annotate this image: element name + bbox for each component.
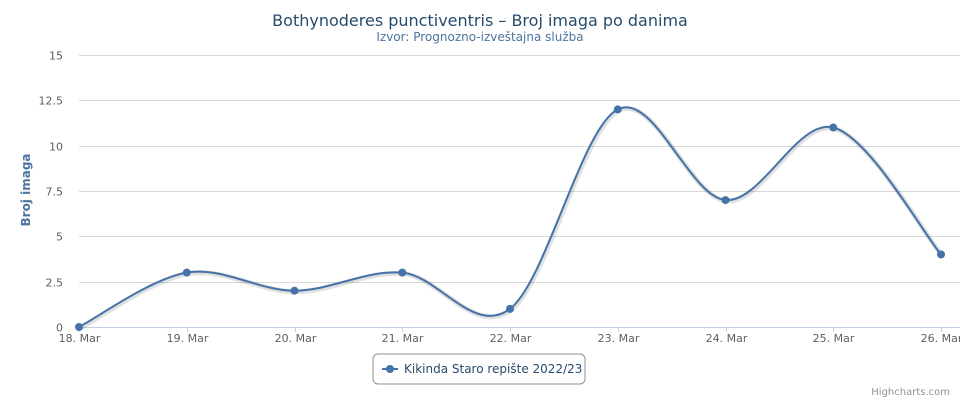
y-axis-ticks: 0 2.5 5 7.5 10 12.5 15 [39, 50, 64, 335]
data-point[interactable] [290, 286, 299, 295]
legend-series-label[interactable]: Kikinda Staro repište 2022/23 [404, 362, 582, 376]
y-tick-label: 15 [49, 50, 63, 63]
data-point[interactable] [506, 304, 514, 313]
data-point[interactable] [613, 105, 622, 114]
x-tick-label: 24. Mar [706, 332, 748, 345]
y-axis-title: Broj imaga [19, 153, 33, 226]
legend[interactable]: Kikinda Staro repište 2022/23 [372, 353, 586, 385]
data-point[interactable] [398, 268, 407, 277]
x-tick-label: 18. Mar [59, 332, 101, 345]
data-point[interactable] [75, 323, 83, 331]
data-point[interactable] [721, 196, 730, 205]
legend-box[interactable] [372, 353, 586, 385]
chart-title: Bothynoderes punctiventris – Broj imaga … [272, 11, 688, 30]
x-axis-ticks: 18. Mar 19. Mar 20. Mar 21. Mar 22. Mar 23. M… [59, 327, 960, 345]
y-tick-label: 7.5 [46, 186, 64, 199]
chart-subtitle: Izvor: Prognozno-izveštajna služba [376, 30, 583, 44]
legend-series-marker [386, 365, 394, 373]
series-layer [75, 105, 945, 331]
x-tick-label: 22. Mar [490, 332, 532, 345]
x-tick-label: 19. Mar [167, 332, 209, 345]
series-line-shadow [78, 105, 944, 331]
data-point[interactable] [182, 268, 191, 277]
x-tick-label: 21. Mar [382, 332, 424, 345]
data-point[interactable] [829, 123, 838, 132]
y-tick-label: 2.5 [46, 277, 64, 290]
y-tick-label: 12.5 [39, 95, 64, 108]
x-tick-label: 20. Mar [275, 332, 317, 345]
data-point[interactable] [937, 250, 945, 259]
y-tick-label: 5 [56, 231, 63, 244]
x-tick-label: 25. Mar [813, 332, 855, 345]
x-tick-label: 23. Mar [598, 332, 640, 345]
y-tick-label: 10 [49, 141, 63, 154]
series-line[interactable] [78, 106, 942, 328]
y-tick-label: 0 [56, 322, 63, 335]
x-tick-label: 26. Mar [921, 332, 960, 345]
grid-lines [79, 55, 960, 328]
credits-link[interactable]: Highcharts.com [871, 387, 950, 398]
